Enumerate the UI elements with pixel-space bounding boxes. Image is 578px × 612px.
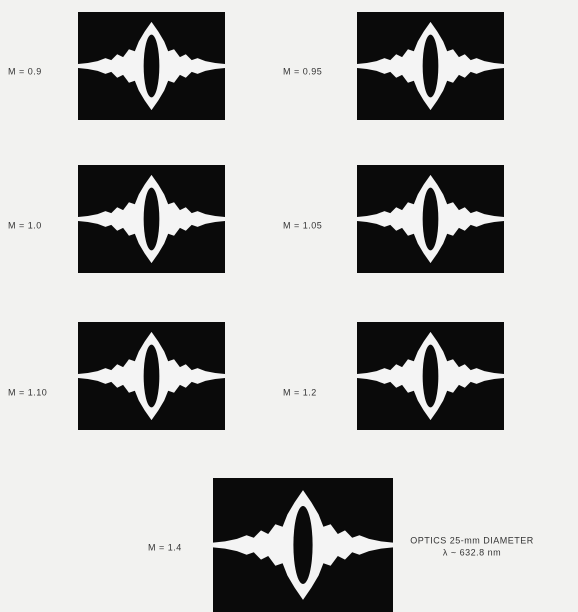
caption: OPTICS 25-mm DIAMETER	[410, 535, 534, 545]
panel-image	[357, 12, 504, 120]
panel-label: M = 1.05	[283, 220, 322, 230]
panel-image	[78, 322, 225, 430]
panel-label: M = 0.9	[8, 66, 42, 76]
panel-image	[357, 165, 504, 273]
panel-image	[78, 165, 225, 273]
panel-image	[78, 12, 225, 120]
panel-label: M = 1.2	[283, 387, 317, 397]
panel-label: M = 1.4	[148, 542, 182, 552]
caption: λ ~ 632.8 nm	[443, 547, 501, 557]
panel-label: M = 1.0	[8, 220, 42, 230]
panel-label: M = 0.95	[283, 66, 322, 76]
panel-image	[213, 478, 393, 612]
panel-image	[357, 322, 504, 430]
panel-label: M = 1.10	[8, 387, 47, 397]
